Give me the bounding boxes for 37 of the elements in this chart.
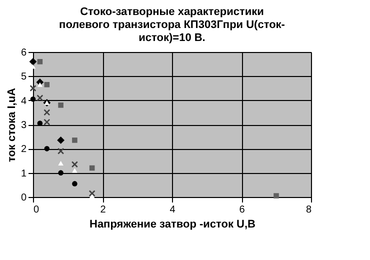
y-tick-label: 6	[20, 48, 27, 58]
point	[58, 170, 64, 176]
y-tick-label: 5	[20, 72, 27, 83]
point	[58, 160, 64, 166]
y-axis-title: ток стока I,uA	[6, 88, 18, 162]
text: полевого транзистора КП303Гпри U(сток-	[59, 19, 285, 31]
x-tick-label: 0	[34, 204, 40, 216]
y-tick-label: 0	[20, 192, 27, 204]
text: исток)=10 В.	[138, 32, 206, 44]
point	[44, 118, 50, 126]
x-tick-label: 4	[170, 204, 176, 216]
point	[37, 59, 43, 64]
x-axis-title: Напряжение затвор -исток U,B	[90, 218, 256, 230]
point	[29, 58, 37, 66]
point	[71, 161, 78, 168]
point	[44, 109, 50, 116]
point	[72, 138, 78, 143]
x-tick-label: 2	[100, 204, 106, 216]
point	[58, 102, 64, 108]
x-tick-label: 8	[306, 204, 312, 216]
point	[88, 190, 96, 197]
point	[37, 82, 43, 87]
y-tick-label: 4	[20, 96, 27, 107]
point	[57, 136, 65, 144]
point	[44, 146, 50, 152]
x-tick-label: 6	[239, 204, 246, 216]
y-tick-label: 2	[20, 144, 27, 156]
point	[58, 148, 64, 154]
point	[72, 168, 78, 173]
point	[36, 94, 44, 102]
y-tick-label: 1	[20, 168, 27, 180]
point	[30, 84, 36, 92]
point	[44, 82, 50, 88]
text: Стоко-затворные характеристики	[80, 6, 264, 18]
y-tick-label: 3	[20, 120, 27, 131]
point	[72, 181, 78, 186]
point	[274, 193, 279, 198]
